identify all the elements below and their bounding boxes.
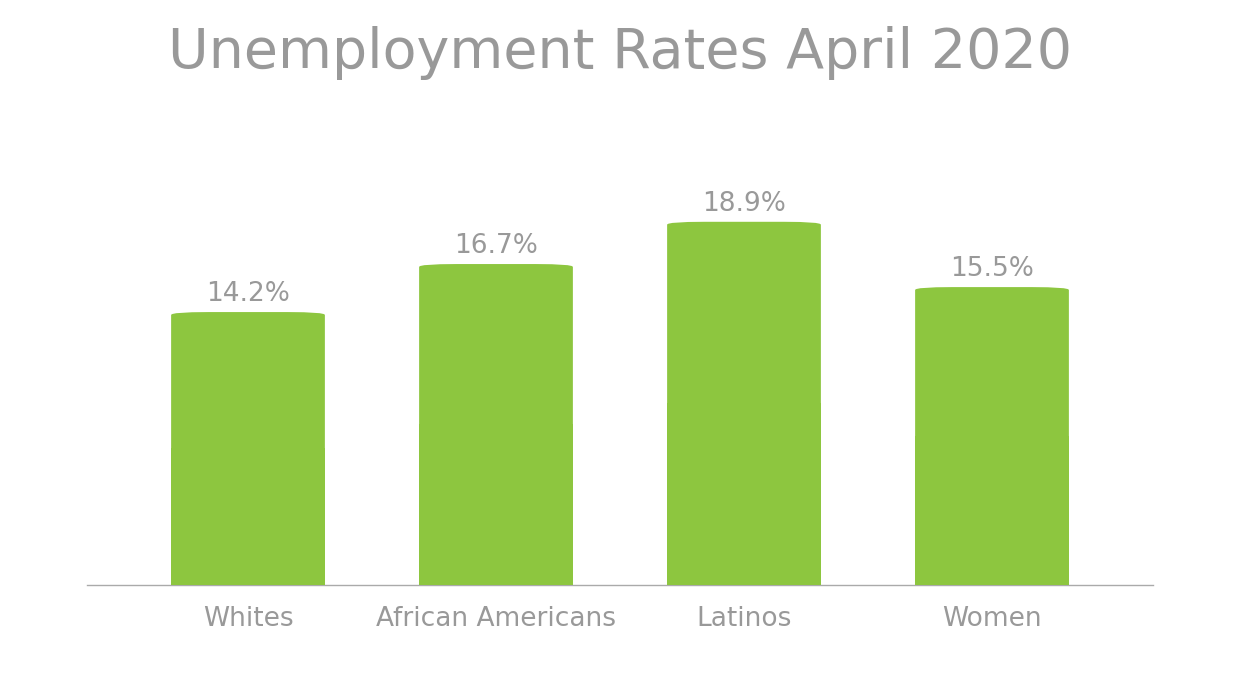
FancyBboxPatch shape	[915, 287, 1069, 585]
FancyBboxPatch shape	[171, 312, 325, 585]
Bar	[419, 424, 573, 585]
Text: 15.5%: 15.5%	[950, 257, 1034, 282]
Text: 18.9%: 18.9%	[702, 191, 786, 217]
FancyBboxPatch shape	[419, 264, 573, 585]
Text: 16.7%: 16.7%	[454, 233, 538, 259]
Title: Unemployment Rates April 2020: Unemployment Rates April 2020	[167, 26, 1073, 80]
Bar	[915, 436, 1069, 585]
Bar	[667, 403, 821, 585]
Bar	[171, 449, 325, 585]
Text: 14.2%: 14.2%	[206, 281, 290, 308]
FancyBboxPatch shape	[667, 222, 821, 585]
